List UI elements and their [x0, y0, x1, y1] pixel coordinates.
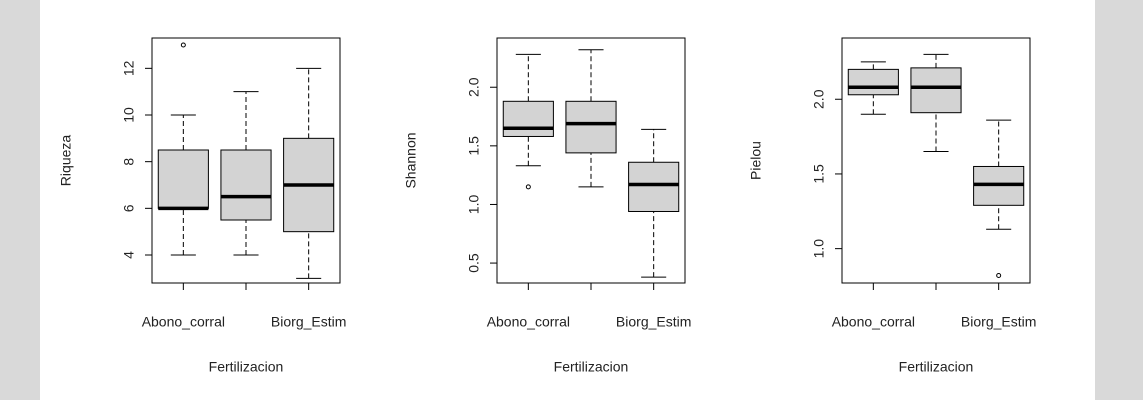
y-tick-label: 0.5: [466, 253, 482, 273]
y-tick-label: 6: [121, 204, 137, 212]
y-tick-label: 2.0: [466, 77, 482, 97]
y-tick-label: 4: [121, 251, 137, 259]
side-bar: [1095, 0, 1143, 400]
y-tick-label: 1.5: [811, 164, 827, 184]
box: [502, 100, 554, 137]
outlier: [996, 273, 1002, 279]
box: [910, 67, 962, 114]
y-tick-label: 1.5: [466, 136, 482, 156]
box: [847, 68, 899, 96]
x-axis-label: Fertilizacion: [209, 359, 284, 375]
box: [220, 149, 272, 221]
y-tick-label: 10: [121, 107, 137, 123]
y-tick-label: 8: [121, 158, 137, 166]
box: [628, 161, 680, 212]
x-tick-label: Abono_corral: [142, 314, 225, 330]
y-tick-label: 2.0: [811, 89, 827, 109]
y-tick-label: 12: [121, 60, 137, 76]
y-axis-label: Pielou: [748, 141, 764, 180]
x-tick-label: Abono_corral: [832, 314, 915, 330]
x-tick-label: Biorg_Estim: [616, 314, 691, 330]
y-tick-label: 1.0: [466, 195, 482, 215]
x-axis-label: Fertilizacion: [554, 359, 629, 375]
x-tick-label: Biorg_Estim: [271, 314, 346, 330]
x-tick-label: Abono_corral: [487, 314, 570, 330]
y-axis-label: Shannon: [403, 132, 419, 188]
box: [565, 100, 617, 154]
x-tick-label: Biorg_Estim: [961, 314, 1036, 330]
outlier: [180, 42, 186, 48]
side-bar: [0, 0, 40, 400]
box: [157, 149, 209, 209]
outlier: [525, 184, 531, 190]
y-tick-label: 1.0: [811, 239, 827, 259]
y-axis-label: Riqueza: [58, 135, 74, 187]
x-axis-label: Fertilizacion: [899, 359, 974, 375]
